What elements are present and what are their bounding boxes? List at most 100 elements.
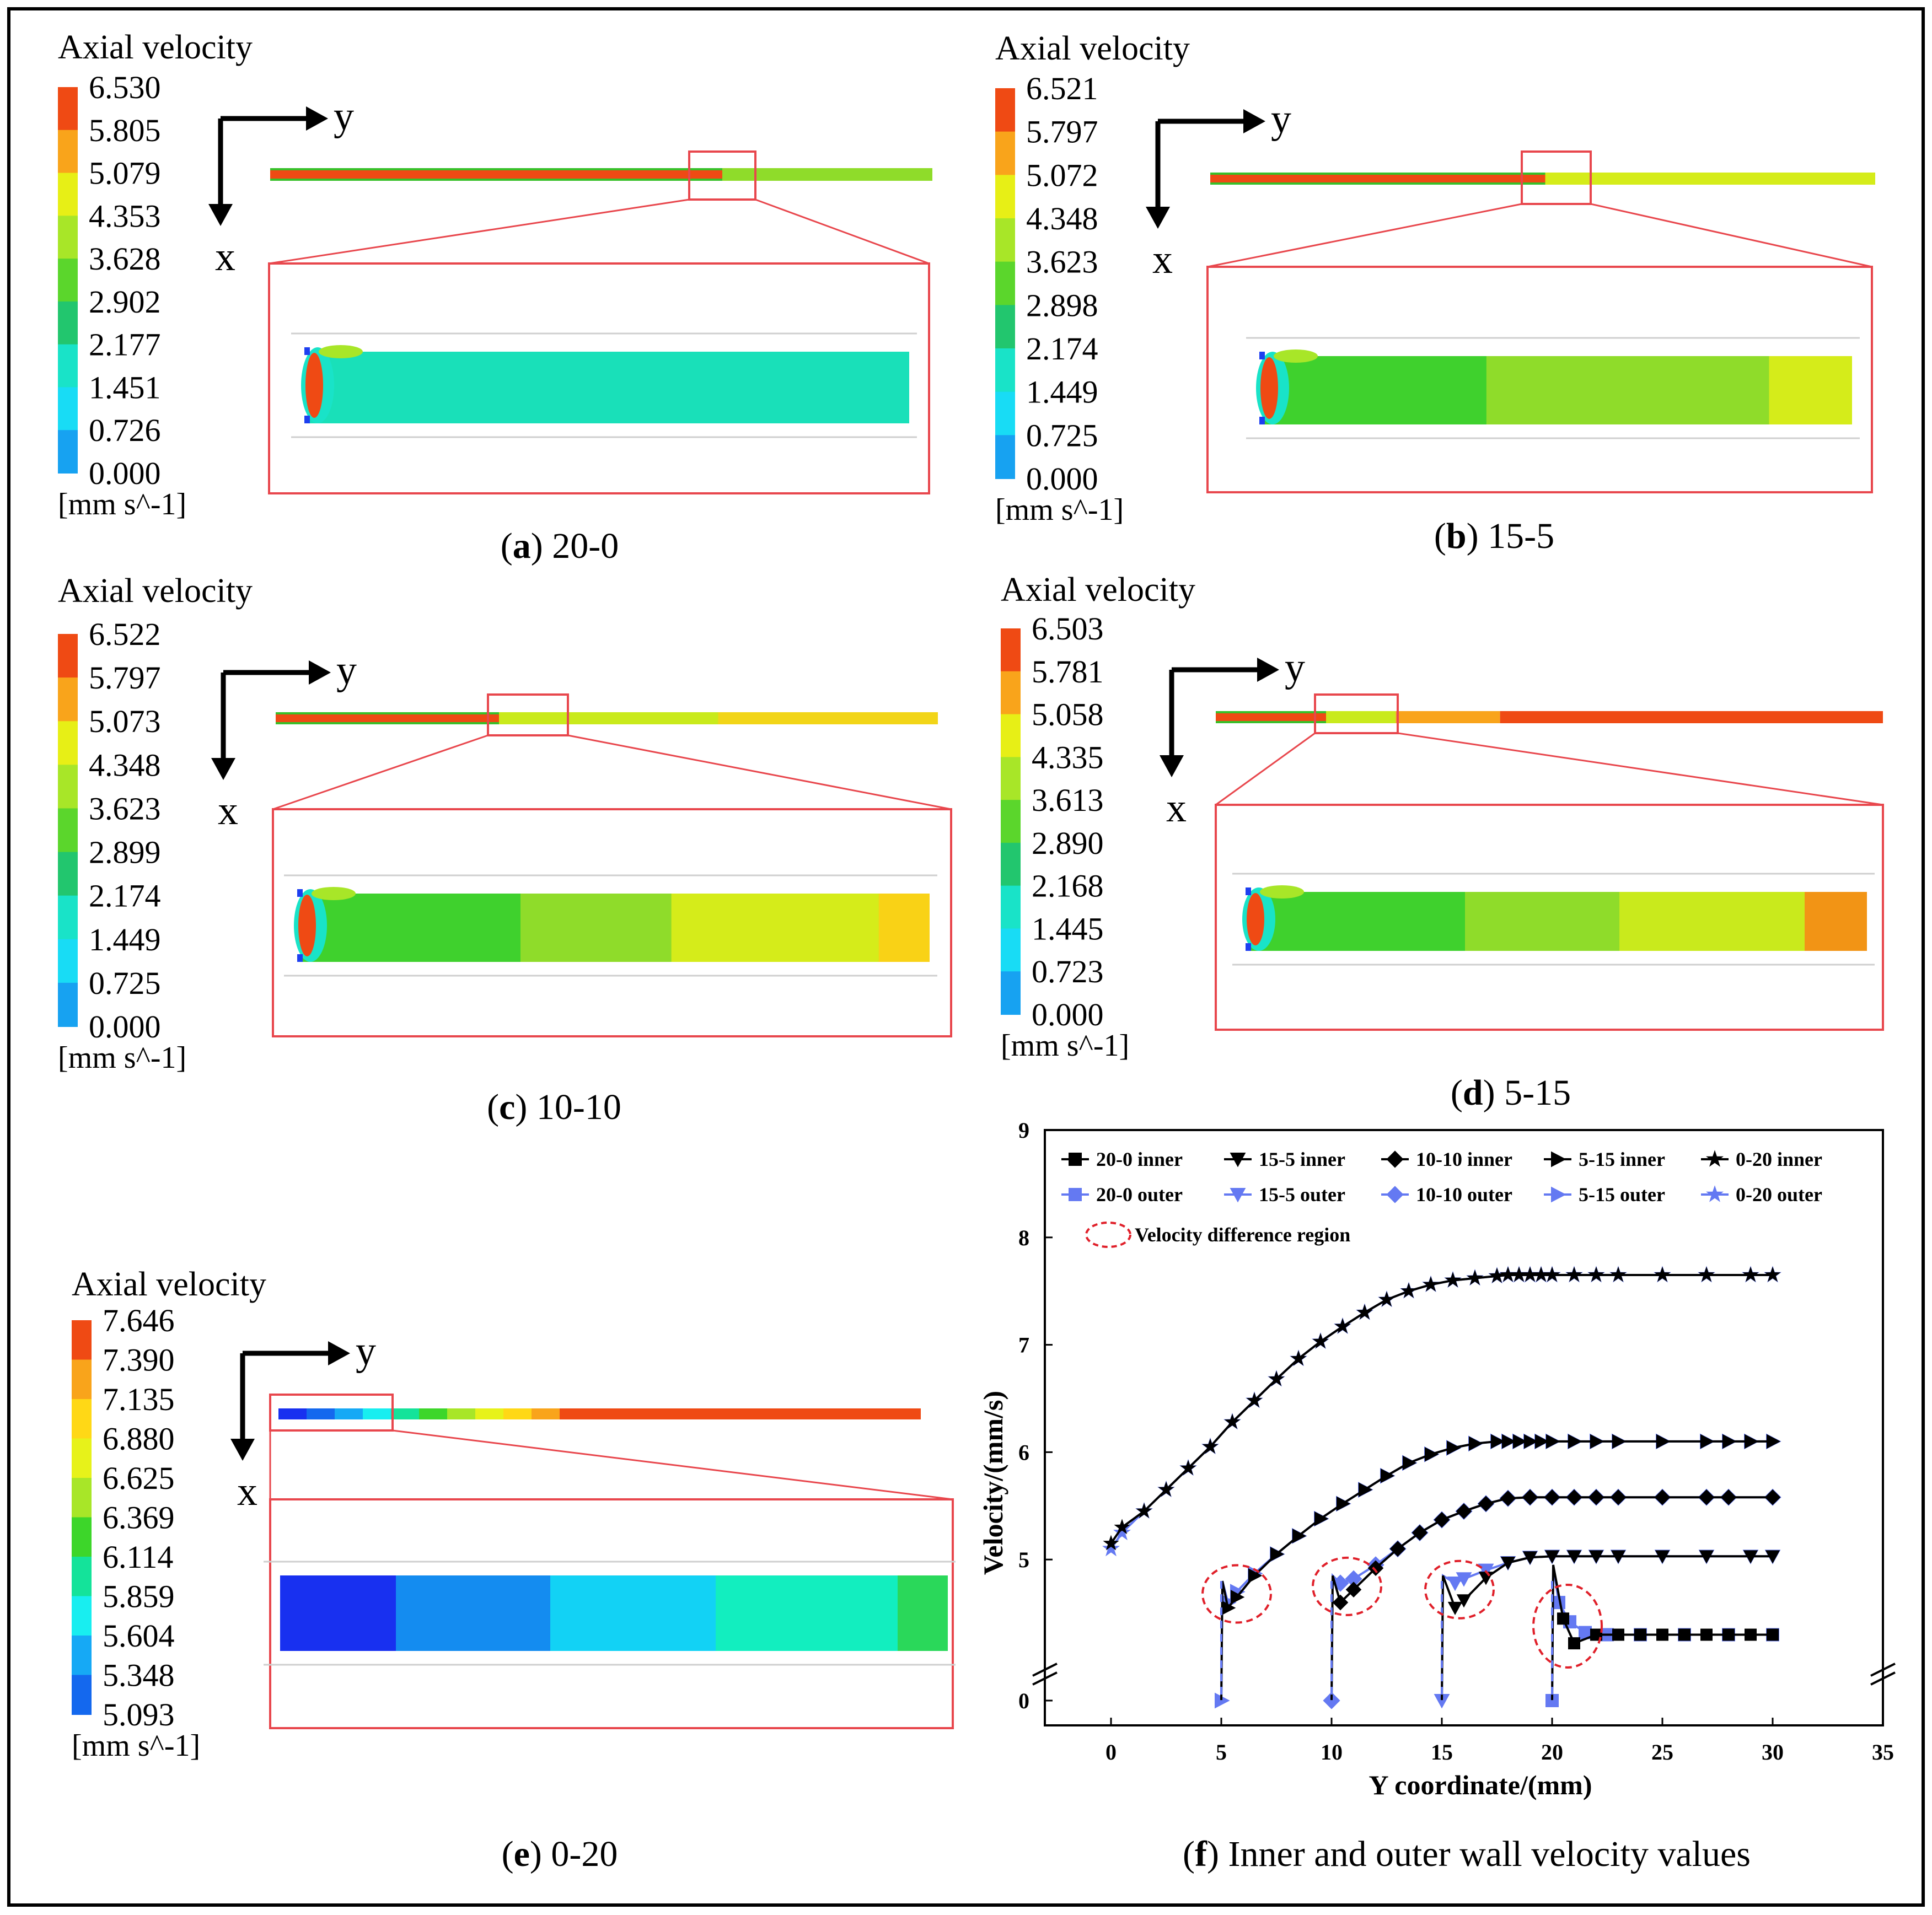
legend-value: 6.503 (1032, 611, 1104, 647)
data-point (1588, 1266, 1604, 1282)
legend-value: 6.625 (103, 1460, 175, 1496)
legend-color-swatch (58, 216, 78, 260)
legend-value: 5.797 (1026, 114, 1098, 150)
legend-color-swatch (58, 87, 78, 131)
data-point (1158, 1481, 1174, 1497)
contour-band (1619, 892, 1805, 951)
data-point (1522, 1551, 1538, 1565)
data-point (1445, 1272, 1461, 1288)
legend-value: 2.902 (89, 284, 161, 320)
y-arrow-head (1243, 109, 1265, 133)
legend-color-swatch (58, 982, 78, 1027)
pipe-segment (419, 1408, 448, 1419)
y-arrow-head (328, 1341, 350, 1365)
legend-title: Axial velocity (1001, 571, 1195, 609)
axis-label-y: y (356, 1328, 376, 1374)
contour-band (671, 894, 879, 962)
legend-value: 0.000 (1032, 997, 1104, 1032)
legend-color-swatch (995, 435, 1015, 479)
legend-label: 0-20 inner (1736, 1148, 1822, 1170)
pipe-overview (276, 712, 938, 724)
data-point (1767, 1434, 1781, 1449)
data-point (1224, 1413, 1241, 1429)
data-point (1767, 1628, 1779, 1641)
x-tick-label: 35 (1872, 1740, 1894, 1765)
zoom-lines (1207, 203, 1872, 268)
zoom-contour (1246, 337, 1860, 439)
pipe-segment (363, 1408, 391, 1419)
x-tick-label: 20 (1541, 1740, 1563, 1765)
axis-label-y: y (1285, 645, 1305, 690)
pipe-overview (270, 168, 932, 181)
data-point (1502, 1434, 1516, 1449)
legend-value: 5.805 (89, 112, 161, 148)
legend-value: 1.445 (1032, 911, 1104, 946)
legend-value: 3.623 (1026, 244, 1098, 280)
data-point (1522, 1489, 1538, 1505)
wall-corner (1246, 943, 1251, 951)
channel-outline (1232, 873, 1875, 966)
data-point (1544, 1489, 1560, 1505)
coordinate-axes: yx (1146, 96, 1291, 282)
legend-color-swatch (72, 1359, 92, 1400)
legend-value: 5.093 (103, 1697, 175, 1733)
legend-value: 7.646 (103, 1303, 175, 1338)
plot-legend: 20-0 inner 15-5 inner 10-10 inner 5-15 inne… (1061, 1148, 1822, 1248)
data-point (1246, 1392, 1263, 1408)
x-arrow-head (230, 1439, 255, 1461)
data-point (1136, 1503, 1152, 1518)
x-tick-label: 30 (1762, 1740, 1784, 1765)
y-axis-title: Velocity/(mm/s) (978, 1391, 1008, 1575)
legend-label: 5-15 inner (1579, 1148, 1665, 1170)
legend-value: 5.604 (103, 1618, 175, 1654)
legend-value: 2.174 (1026, 331, 1098, 367)
channel-outline (284, 874, 937, 977)
legend-color-swatch (58, 634, 78, 679)
data-point (1699, 1550, 1714, 1564)
contour-band (1486, 356, 1770, 424)
legend-color-swatch (995, 305, 1015, 349)
legend-color-swatch (995, 261, 1015, 306)
inlet-wall-region (319, 345, 363, 358)
data-point (1557, 1612, 1569, 1625)
zoom-lines (272, 734, 952, 810)
data-point (1544, 1550, 1560, 1564)
data-point (1113, 1523, 1131, 1541)
axis-label-x: x (218, 788, 238, 833)
axis-label-x: x (237, 1469, 257, 1514)
legend-color-swatch (58, 808, 78, 853)
zoom-marker (688, 150, 756, 201)
legend-color-swatch (72, 1399, 92, 1439)
data-point (1400, 1282, 1417, 1298)
legend-color-swatch (58, 430, 78, 474)
data-point (1447, 1440, 1461, 1455)
legend-value: 5.073 (89, 703, 161, 739)
pipe-segment (499, 712, 719, 724)
pipe-segment (1545, 173, 1875, 185)
plot-frame (1044, 1129, 1884, 1726)
svg-text:(a) 20-0: (a) 20-0 (501, 526, 619, 566)
data-point (1069, 1153, 1082, 1166)
legend-color-swatch (58, 130, 78, 174)
pipe-overview (278, 1408, 921, 1419)
data-point (1551, 1186, 1566, 1203)
legend-color-swatch (72, 1557, 92, 1597)
legend-label: 15-5 outer (1259, 1184, 1345, 1206)
inlet-jet (298, 895, 316, 956)
data-point (1722, 1434, 1737, 1449)
data-point (1742, 1266, 1759, 1282)
legend-value: 6.521 (1026, 71, 1098, 106)
legend-color-swatch (58, 852, 78, 896)
legend-color-swatch (1001, 757, 1021, 801)
data-point (1551, 1151, 1566, 1168)
y-tick-label: 5 (1018, 1547, 1029, 1572)
y-tick-label: 8 (1018, 1225, 1029, 1250)
axis-label-y: y (1271, 96, 1291, 142)
data-point (1500, 1557, 1516, 1570)
contour-band (280, 1575, 396, 1651)
data-point (1389, 1541, 1406, 1557)
data-point (1314, 1511, 1329, 1526)
coordinate-axes: yx (1160, 645, 1305, 831)
legend-title: Axial velocity (58, 572, 253, 610)
